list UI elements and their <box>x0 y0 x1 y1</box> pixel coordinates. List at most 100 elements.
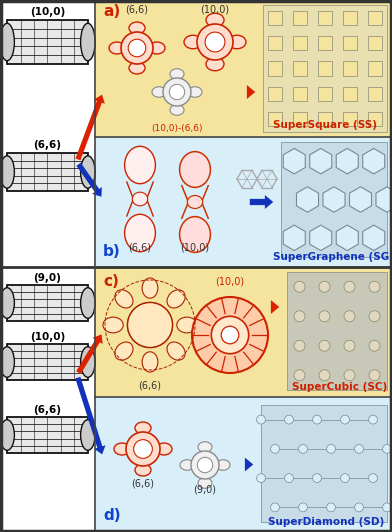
Text: a): a) <box>103 4 120 20</box>
Ellipse shape <box>177 317 197 333</box>
Circle shape <box>344 281 355 292</box>
Circle shape <box>383 503 391 512</box>
Ellipse shape <box>81 347 95 377</box>
Ellipse shape <box>81 420 95 450</box>
Bar <box>0 0 392 137</box>
Ellipse shape <box>188 87 202 97</box>
Bar <box>0 397 392 532</box>
Ellipse shape <box>142 352 158 372</box>
Ellipse shape <box>135 422 151 434</box>
Circle shape <box>126 432 160 466</box>
Bar <box>343 61 357 76</box>
Bar <box>263 5 387 132</box>
Ellipse shape <box>129 22 145 34</box>
Bar <box>293 61 307 76</box>
Bar <box>368 36 381 50</box>
Text: (10,0): (10,0) <box>200 5 230 15</box>
Ellipse shape <box>187 195 203 209</box>
Ellipse shape <box>198 442 212 452</box>
Ellipse shape <box>114 443 130 455</box>
Circle shape <box>197 458 213 473</box>
Circle shape <box>312 473 321 483</box>
Circle shape <box>197 24 233 60</box>
Polygon shape <box>336 148 358 174</box>
Text: (10,0)-(6,6): (10,0)-(6,6) <box>151 124 203 134</box>
Circle shape <box>134 439 152 459</box>
Bar <box>0 267 95 532</box>
Text: (6,6): (6,6) <box>129 242 151 252</box>
Circle shape <box>344 340 355 351</box>
Circle shape <box>312 415 321 424</box>
Ellipse shape <box>0 156 15 188</box>
Ellipse shape <box>81 288 95 318</box>
Bar <box>293 36 307 50</box>
Circle shape <box>341 473 349 483</box>
Text: SuperDiamond (SD): SuperDiamond (SD) <box>269 517 385 527</box>
Ellipse shape <box>125 146 155 184</box>
Bar <box>318 112 332 127</box>
Ellipse shape <box>216 460 230 470</box>
Bar <box>269 11 282 25</box>
Bar <box>293 87 307 101</box>
Ellipse shape <box>0 347 15 377</box>
Bar <box>287 272 387 390</box>
Ellipse shape <box>81 156 95 188</box>
Text: (10,0): (10,0) <box>30 7 65 17</box>
Ellipse shape <box>81 23 95 61</box>
Ellipse shape <box>125 214 155 252</box>
Bar <box>368 61 381 76</box>
Ellipse shape <box>198 478 212 488</box>
Circle shape <box>369 281 380 292</box>
Circle shape <box>344 370 355 381</box>
Polygon shape <box>283 148 305 174</box>
Ellipse shape <box>184 35 202 49</box>
Circle shape <box>344 311 355 322</box>
Circle shape <box>192 297 268 373</box>
Ellipse shape <box>109 42 125 54</box>
Bar <box>318 61 332 76</box>
Ellipse shape <box>167 342 185 360</box>
Polygon shape <box>363 148 385 174</box>
Circle shape <box>299 503 307 512</box>
Ellipse shape <box>206 57 224 71</box>
Bar <box>7 285 88 321</box>
Bar <box>269 87 282 101</box>
Bar <box>343 36 357 50</box>
Bar <box>368 87 381 101</box>
Ellipse shape <box>135 464 151 476</box>
Text: (6,6): (6,6) <box>138 380 162 390</box>
Circle shape <box>368 415 377 424</box>
Bar <box>0 137 392 267</box>
Polygon shape <box>323 187 345 212</box>
Circle shape <box>127 303 172 347</box>
Ellipse shape <box>115 342 133 360</box>
Ellipse shape <box>206 13 224 27</box>
Circle shape <box>319 340 330 351</box>
Text: (6,6): (6,6) <box>125 5 149 15</box>
Bar <box>7 417 88 453</box>
Bar <box>318 36 332 50</box>
Circle shape <box>368 473 377 483</box>
Ellipse shape <box>149 42 165 54</box>
Circle shape <box>257 473 265 483</box>
Ellipse shape <box>156 443 172 455</box>
Ellipse shape <box>0 420 15 450</box>
Circle shape <box>169 84 185 99</box>
Ellipse shape <box>103 317 123 333</box>
Text: (10,0): (10,0) <box>30 332 65 342</box>
Bar <box>0 0 95 267</box>
Ellipse shape <box>180 460 194 470</box>
Circle shape <box>369 340 380 351</box>
Circle shape <box>221 326 239 344</box>
Bar <box>318 87 332 101</box>
Circle shape <box>127 303 172 347</box>
Circle shape <box>355 503 363 512</box>
Circle shape <box>191 451 219 479</box>
Circle shape <box>285 473 293 483</box>
Circle shape <box>128 39 146 57</box>
Text: d): d) <box>103 509 121 523</box>
Bar <box>261 405 387 522</box>
Bar <box>269 112 282 127</box>
Bar <box>368 112 381 127</box>
Bar <box>293 11 307 25</box>
